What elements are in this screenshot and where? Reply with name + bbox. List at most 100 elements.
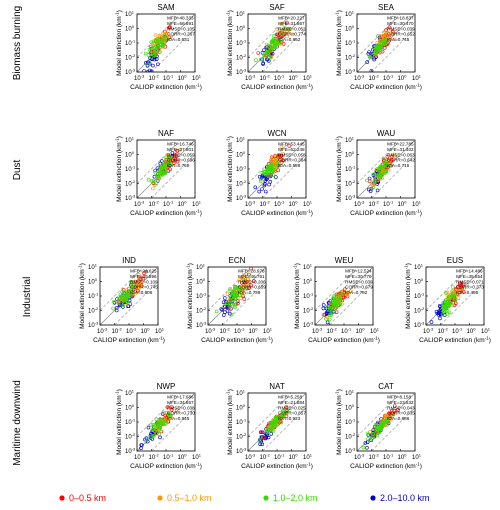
legend-marker bbox=[157, 495, 163, 501]
scatter-point bbox=[379, 48, 383, 53]
legend-item: 0.5–1.0 km bbox=[157, 493, 212, 503]
stat-label: RMSE=0.052 bbox=[278, 26, 306, 31]
x-tick-label: 10-2 bbox=[260, 200, 271, 209]
scatter-point bbox=[449, 301, 453, 305]
stat-label: RMSE=0.058 bbox=[278, 152, 306, 157]
scatter-point bbox=[264, 177, 269, 181]
x-tick-label: 10-2 bbox=[438, 327, 449, 336]
y-tick-label: 10-1 bbox=[236, 39, 247, 48]
scatter-point bbox=[273, 175, 278, 179]
scatter-point bbox=[325, 320, 330, 325]
x-tick-label: 101 bbox=[192, 200, 202, 209]
scatter-point bbox=[157, 418, 161, 423]
x-tick-label: 10-2 bbox=[112, 327, 123, 336]
y-tick-label: 10-2 bbox=[236, 53, 247, 62]
scatter-point bbox=[253, 185, 258, 190]
scatter-point bbox=[269, 55, 273, 60]
stat-label: MFB=17.686 bbox=[167, 395, 194, 400]
scatter-point bbox=[270, 170, 274, 174]
stat-label: RMSE=0.039 bbox=[345, 279, 373, 284]
y-axis-label: Model extinction (km-1) bbox=[335, 136, 344, 202]
scatter-point bbox=[161, 165, 166, 169]
scatter-point bbox=[332, 300, 337, 305]
scatter-point bbox=[142, 69, 146, 72]
lower-ratio-line bbox=[371, 407, 415, 451]
scatter-point bbox=[256, 51, 261, 55]
scatter-point bbox=[265, 51, 270, 56]
scatter-point bbox=[144, 60, 148, 65]
stat-label: MFB=18.837 bbox=[387, 16, 414, 21]
scatter-point bbox=[338, 292, 343, 297]
scatter-point bbox=[274, 157, 279, 162]
scatter-point bbox=[280, 413, 284, 418]
y-axis-label: Model extinction (km-1) bbox=[226, 10, 235, 76]
scatter-point bbox=[272, 159, 277, 164]
scatter-point bbox=[385, 155, 390, 159]
scatter-point bbox=[145, 436, 150, 441]
scatter-point bbox=[439, 312, 443, 317]
upper-ratio-line bbox=[357, 14, 401, 58]
stat-label: RMSE=0.038 bbox=[167, 405, 195, 410]
lower-ratio-line bbox=[151, 407, 195, 451]
scatter-point bbox=[237, 284, 242, 289]
scatter-point bbox=[385, 417, 390, 422]
scatter-point bbox=[152, 433, 156, 438]
panel-title: SAM bbox=[157, 3, 175, 12]
stat-label: MFB=14.486 bbox=[456, 269, 483, 274]
scatter-point bbox=[254, 58, 258, 63]
scatter-point bbox=[371, 48, 375, 52]
scatter-point bbox=[214, 309, 219, 314]
x-tick-label: 10-1 bbox=[383, 453, 394, 462]
y-tick-label: 10-3 bbox=[236, 68, 247, 77]
stat-label: CORR=0.659 bbox=[238, 285, 266, 290]
scatter-point bbox=[437, 304, 442, 308]
stat-label: MFE=31.867 bbox=[278, 21, 305, 26]
scatter-point bbox=[438, 308, 443, 313]
scatter-point bbox=[280, 31, 285, 36]
scatter-point bbox=[452, 290, 456, 294]
y-tick-label: 10-1 bbox=[414, 292, 425, 301]
scatter-point bbox=[383, 169, 388, 173]
x-axis-label: CALIOP extinction (km-1) bbox=[241, 462, 313, 471]
scatter-point bbox=[158, 50, 162, 54]
scatter-point bbox=[145, 62, 150, 67]
scatter-point bbox=[374, 428, 378, 433]
scatter-point bbox=[161, 410, 165, 415]
scatter-point bbox=[126, 290, 131, 295]
scatter-point bbox=[279, 21, 284, 26]
scatter-point bbox=[275, 42, 280, 47]
scatter-point bbox=[376, 179, 381, 183]
scatter-point bbox=[334, 310, 339, 315]
scatter-point bbox=[382, 31, 387, 35]
x-tick-label: 10-3 bbox=[354, 74, 365, 83]
scatter-point bbox=[134, 284, 138, 289]
scatter-point bbox=[271, 173, 275, 177]
y-tick-label: 10-3 bbox=[414, 321, 425, 330]
scatter-point bbox=[328, 302, 333, 307]
panel-title: EUS bbox=[447, 256, 463, 265]
scatter-point bbox=[152, 427, 156, 432]
scatter-point bbox=[160, 159, 164, 163]
scatter-point bbox=[225, 297, 229, 301]
x-tick-label: 10-3 bbox=[205, 327, 216, 336]
scatter-point bbox=[377, 174, 382, 178]
scatter-point bbox=[230, 293, 234, 297]
panel-title: CAT bbox=[378, 382, 394, 391]
scatter-point bbox=[376, 34, 380, 39]
lower-ratio-line bbox=[151, 154, 195, 198]
y-tick-label: 10-2 bbox=[345, 53, 356, 62]
x-tick-label: 100 bbox=[356, 327, 366, 336]
scatter-point bbox=[158, 435, 162, 440]
scatter-point bbox=[129, 279, 133, 284]
scatter-point bbox=[237, 277, 242, 282]
x-tick-label: 100 bbox=[249, 327, 259, 336]
scatter-point bbox=[161, 36, 165, 41]
x-tick-label: 10-2 bbox=[260, 453, 271, 462]
x-tick-label: 10-3 bbox=[423, 327, 434, 336]
scatter-point bbox=[389, 408, 394, 413]
scatter-point bbox=[441, 309, 446, 314]
y-tick-label: 10-1 bbox=[125, 418, 136, 427]
stat-label: MFE=30.779 bbox=[345, 274, 372, 279]
panel-title: NAF bbox=[158, 129, 174, 138]
